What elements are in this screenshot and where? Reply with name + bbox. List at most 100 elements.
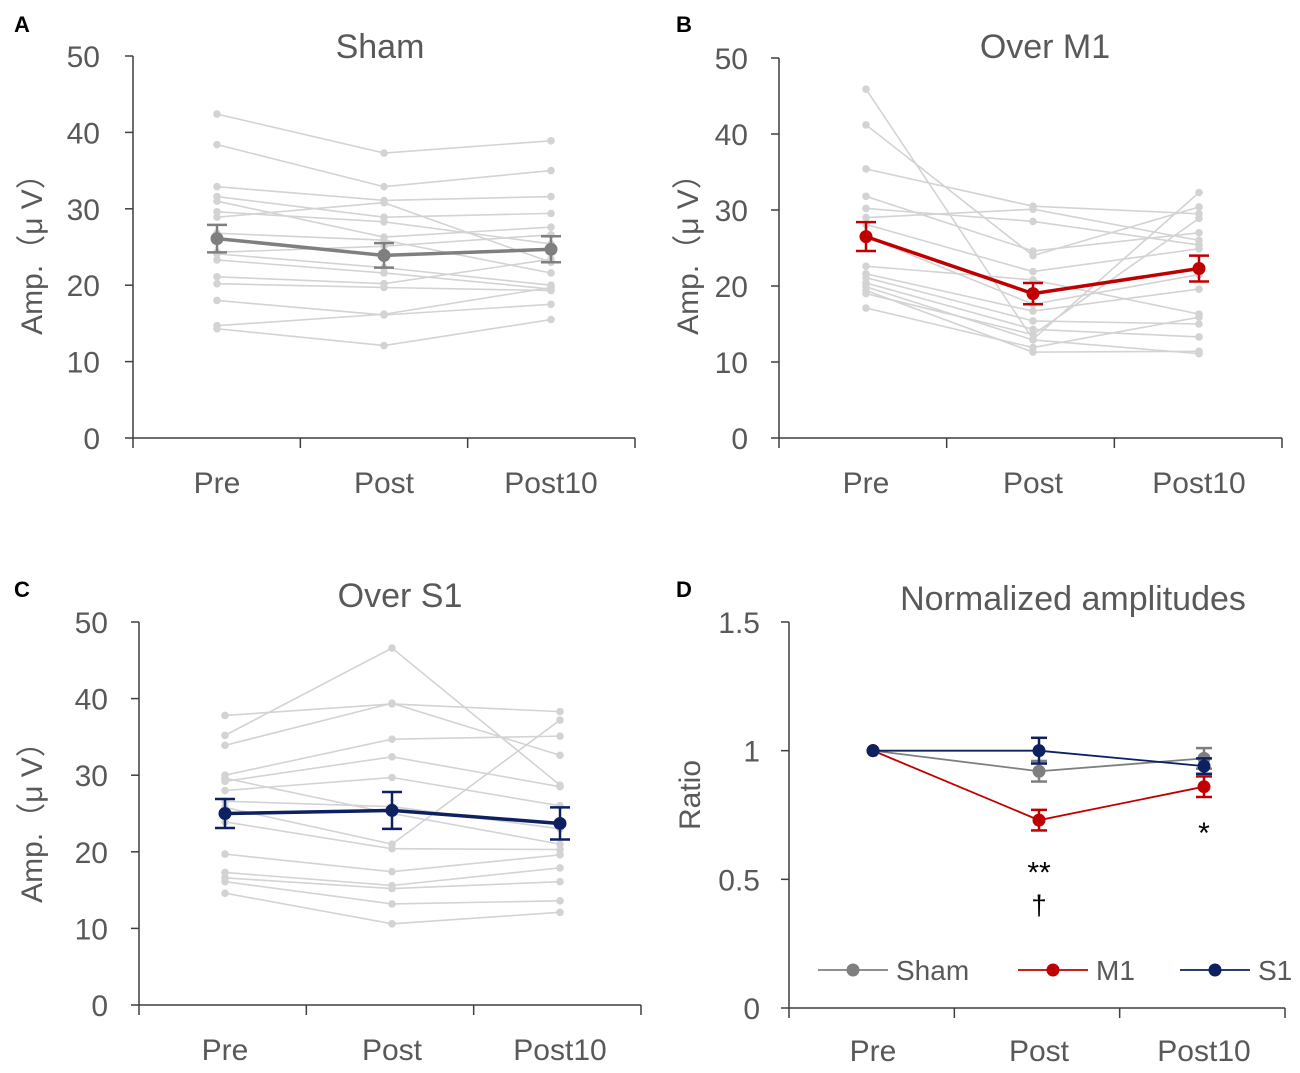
x-tick-label: Post	[1009, 1035, 1070, 1068]
chart-title: Sham	[336, 28, 425, 66]
y-tick-label: 40	[67, 117, 100, 150]
individual-series-point	[556, 877, 564, 886]
y-tick-label: 0	[743, 993, 760, 1026]
individual-series-point	[380, 182, 388, 191]
individual-series-point	[1029, 317, 1037, 325]
y-tick-label: 40	[75, 684, 108, 717]
individual-series-point	[388, 920, 396, 928]
y-tick-label: 20	[67, 270, 100, 303]
individual-series-point	[862, 289, 870, 298]
legend-marker-sham	[846, 963, 860, 977]
x-tick-label: Post10	[1152, 467, 1245, 500]
mean-series-point	[1026, 287, 1040, 301]
individual-series-point	[221, 868, 229, 877]
mean-series-point	[377, 248, 391, 262]
individual-series-point	[221, 877, 229, 886]
panel-a: A Sham Amp.（μ V） 0 10 20 30 40 50 Pre Post Post10	[14, 12, 636, 500]
series-sham-point	[1032, 764, 1046, 778]
individual-series-point	[380, 310, 388, 319]
mean-series-point	[1192, 262, 1206, 276]
series-s1-point	[866, 744, 880, 758]
individual-series-point	[380, 341, 388, 350]
individual-series-point	[213, 182, 221, 191]
series-m1-point	[1197, 780, 1211, 794]
individual-series-point	[862, 213, 870, 222]
y-tick-label: 50	[75, 607, 108, 640]
y-axis-label: Amp.（μ V）	[16, 727, 49, 903]
individual-series-point	[213, 279, 221, 288]
legend-marker-s1	[1208, 963, 1222, 977]
individual-series-point	[1029, 325, 1037, 334]
individual-series-line	[224, 756, 561, 788]
individual-series-point	[380, 217, 388, 226]
individual-series-point	[862, 204, 870, 213]
panel-letter: A	[14, 12, 30, 37]
chart-title: Normalized amplitudes	[900, 580, 1246, 618]
y-tick-label: 20	[75, 837, 108, 870]
individual-series-point	[1195, 203, 1203, 211]
y-tick-label: 20	[715, 271, 748, 304]
individual-series-point	[221, 774, 229, 783]
y-tick-label: 0	[91, 990, 108, 1023]
individual-series-point	[862, 165, 870, 173]
y-axis-label: Amp.（μ V）	[16, 159, 49, 335]
individual-series-point	[1195, 320, 1203, 328]
panel-letter: C	[14, 577, 30, 602]
individual-series-point	[547, 269, 555, 277]
individual-series-point	[221, 850, 229, 858]
y-tick-label: 50	[67, 41, 100, 74]
individual-series-point	[1195, 244, 1203, 253]
individual-series-line	[224, 702, 561, 757]
mean-series-point	[859, 230, 873, 244]
individual-series-point	[556, 864, 564, 872]
x-tick-label: Post10	[513, 1034, 606, 1067]
individual-series-point	[380, 283, 388, 292]
individual-series-point	[547, 223, 555, 231]
panel-b: B Over M1 Amp.（μ V） 0 10 20 30 40 50 Pre Post Post1…	[672, 12, 1283, 500]
legend-marker-m1	[1046, 963, 1060, 977]
individual-series-point	[380, 198, 388, 207]
individual-series-point	[1195, 313, 1203, 321]
individual-series-point	[862, 192, 870, 201]
significance-marker: †	[1031, 889, 1047, 920]
individual-series-point	[1195, 236, 1203, 245]
individual-series-point	[388, 644, 396, 652]
x-tick-label: Pre	[850, 1035, 897, 1068]
individual-series-point	[556, 782, 564, 791]
individual-series-point	[213, 208, 221, 216]
individual-series-point	[556, 851, 564, 859]
individual-series-point	[547, 209, 555, 218]
individual-series-point	[388, 773, 396, 782]
y-axis-label: Amp.（μ V）	[672, 159, 705, 335]
y-tick-label: 10	[67, 347, 100, 380]
individual-series-point	[221, 786, 229, 795]
y-tick-label: 1	[743, 736, 760, 769]
individual-series-point	[1195, 188, 1203, 197]
individual-series-point	[213, 197, 221, 205]
x-tick-label: Post	[354, 467, 415, 500]
individual-series-line	[865, 207, 1200, 246]
y-axis-label: Ratio	[674, 760, 707, 830]
individual-series-point	[213, 213, 221, 222]
individual-series-point	[547, 137, 555, 145]
individual-series-line	[216, 286, 552, 327]
individual-series-point	[380, 269, 388, 277]
individual-series-point	[1029, 217, 1037, 226]
individual-series-point	[1029, 267, 1037, 276]
panel-d: D Normalized amplitudes Ratio 0 0.5 1 1.5 Pre Po…	[674, 577, 1292, 1068]
chart-title: Over M1	[980, 28, 1110, 66]
individual-series-point	[1029, 307, 1037, 315]
individual-series-point	[547, 283, 555, 292]
series-s1-point	[1197, 759, 1211, 773]
individual-series-point	[388, 699, 396, 707]
y-tick-label: 30	[75, 760, 108, 793]
significance-marker: *	[1198, 817, 1210, 850]
x-tick-label: Pre	[194, 467, 241, 500]
individual-series-point	[213, 256, 221, 264]
individual-series-point	[556, 897, 564, 905]
individual-series-point	[213, 296, 221, 305]
individual-series-point	[388, 900, 396, 908]
individual-series-point	[221, 889, 229, 897]
individual-series-line	[216, 318, 552, 347]
